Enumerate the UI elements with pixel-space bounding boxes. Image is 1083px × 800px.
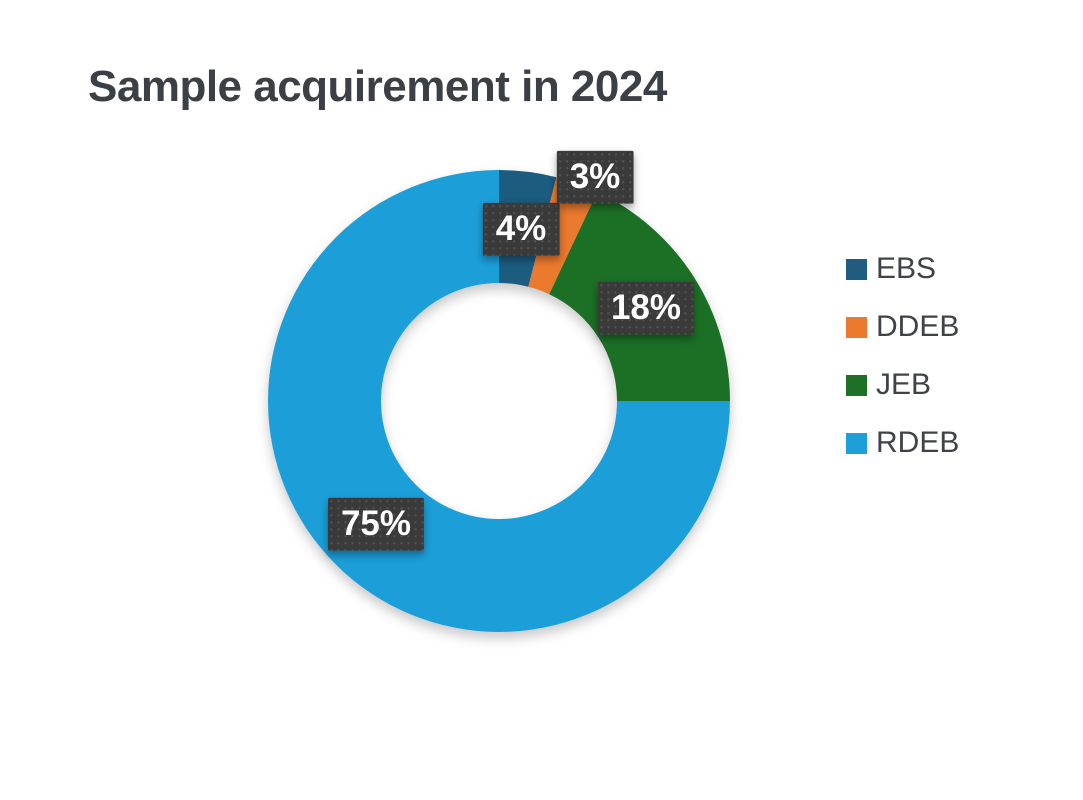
- data-label-jeb: 18%: [597, 281, 695, 335]
- legend-item-rdeb: RDEB: [846, 426, 960, 459]
- data-label-rdeb: 75%: [327, 497, 425, 551]
- legend-item-ddeb: DDEB: [846, 310, 960, 343]
- legend-swatch-ebs: [846, 258, 867, 280]
- legend-label-jeb: JEB: [876, 368, 932, 401]
- legend-label-ddeb: DDEB: [876, 310, 960, 343]
- chart-title: Sample acquirement in 2024: [88, 62, 667, 111]
- data-label-ddeb: 3%: [556, 150, 634, 204]
- legend-swatch-rdeb: [846, 432, 867, 454]
- data-label-ebs: 4%: [482, 202, 560, 256]
- legend: EBS DDEB JEB RDEB: [846, 252, 960, 488]
- legend-swatch-jeb: [846, 374, 867, 396]
- legend-label-rdeb: RDEB: [876, 426, 960, 459]
- legend-item-ebs: EBS: [846, 252, 959, 285]
- donut-slice-ddeb: [528, 177, 598, 295]
- legend-label-ebs: EBS: [876, 252, 937, 285]
- legend-swatch-ddeb: [846, 316, 867, 338]
- legend-item-jeb: JEB: [846, 368, 959, 401]
